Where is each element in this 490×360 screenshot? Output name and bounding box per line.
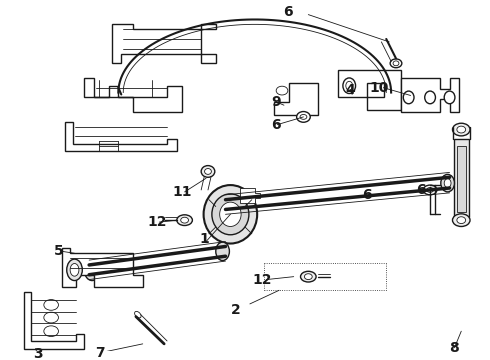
- Text: 8: 8: [449, 341, 459, 355]
- Ellipse shape: [441, 174, 454, 192]
- Ellipse shape: [457, 126, 465, 133]
- Polygon shape: [65, 122, 177, 151]
- Ellipse shape: [304, 274, 312, 280]
- Text: 12: 12: [253, 273, 272, 287]
- Ellipse shape: [204, 185, 257, 243]
- Polygon shape: [240, 188, 260, 203]
- Text: 9: 9: [271, 95, 281, 109]
- Ellipse shape: [276, 86, 288, 95]
- Ellipse shape: [300, 114, 307, 119]
- Ellipse shape: [296, 112, 310, 122]
- Ellipse shape: [452, 123, 470, 136]
- Text: 4: 4: [345, 83, 355, 96]
- Polygon shape: [338, 70, 401, 110]
- Polygon shape: [84, 78, 182, 112]
- Ellipse shape: [427, 188, 434, 192]
- Text: 10: 10: [370, 81, 389, 95]
- Ellipse shape: [346, 81, 353, 90]
- Ellipse shape: [423, 185, 437, 195]
- Ellipse shape: [181, 217, 189, 223]
- Text: 12: 12: [147, 215, 167, 229]
- Ellipse shape: [67, 259, 82, 280]
- Ellipse shape: [135, 311, 141, 318]
- Text: 6: 6: [271, 118, 281, 132]
- Ellipse shape: [457, 217, 465, 224]
- Ellipse shape: [212, 194, 249, 235]
- Text: 1: 1: [199, 232, 209, 246]
- Ellipse shape: [44, 312, 58, 323]
- Ellipse shape: [84, 259, 100, 280]
- Ellipse shape: [425, 91, 436, 104]
- Ellipse shape: [444, 179, 451, 188]
- Bar: [457, 146, 466, 212]
- Ellipse shape: [444, 91, 455, 104]
- Polygon shape: [274, 83, 318, 115]
- Ellipse shape: [220, 202, 241, 226]
- Ellipse shape: [390, 59, 402, 68]
- Polygon shape: [401, 78, 459, 112]
- Text: 6: 6: [416, 183, 426, 197]
- Ellipse shape: [204, 168, 211, 174]
- Ellipse shape: [177, 215, 193, 225]
- Ellipse shape: [44, 300, 58, 310]
- Polygon shape: [112, 24, 216, 63]
- Text: 7: 7: [95, 346, 105, 360]
- Ellipse shape: [201, 166, 215, 177]
- Text: 5: 5: [54, 244, 64, 258]
- Ellipse shape: [403, 91, 414, 104]
- Text: 3: 3: [33, 347, 42, 360]
- Ellipse shape: [44, 326, 58, 337]
- Polygon shape: [62, 248, 143, 287]
- Polygon shape: [24, 292, 84, 349]
- Ellipse shape: [300, 271, 316, 282]
- Ellipse shape: [343, 78, 356, 94]
- Ellipse shape: [88, 265, 96, 275]
- Ellipse shape: [393, 61, 399, 66]
- Bar: [454, 139, 469, 217]
- Ellipse shape: [70, 264, 79, 276]
- Ellipse shape: [216, 242, 229, 261]
- Ellipse shape: [452, 214, 470, 226]
- Text: 2: 2: [230, 303, 240, 317]
- Text: 6: 6: [283, 5, 293, 19]
- Text: 6: 6: [362, 188, 371, 202]
- Text: 11: 11: [173, 185, 193, 199]
